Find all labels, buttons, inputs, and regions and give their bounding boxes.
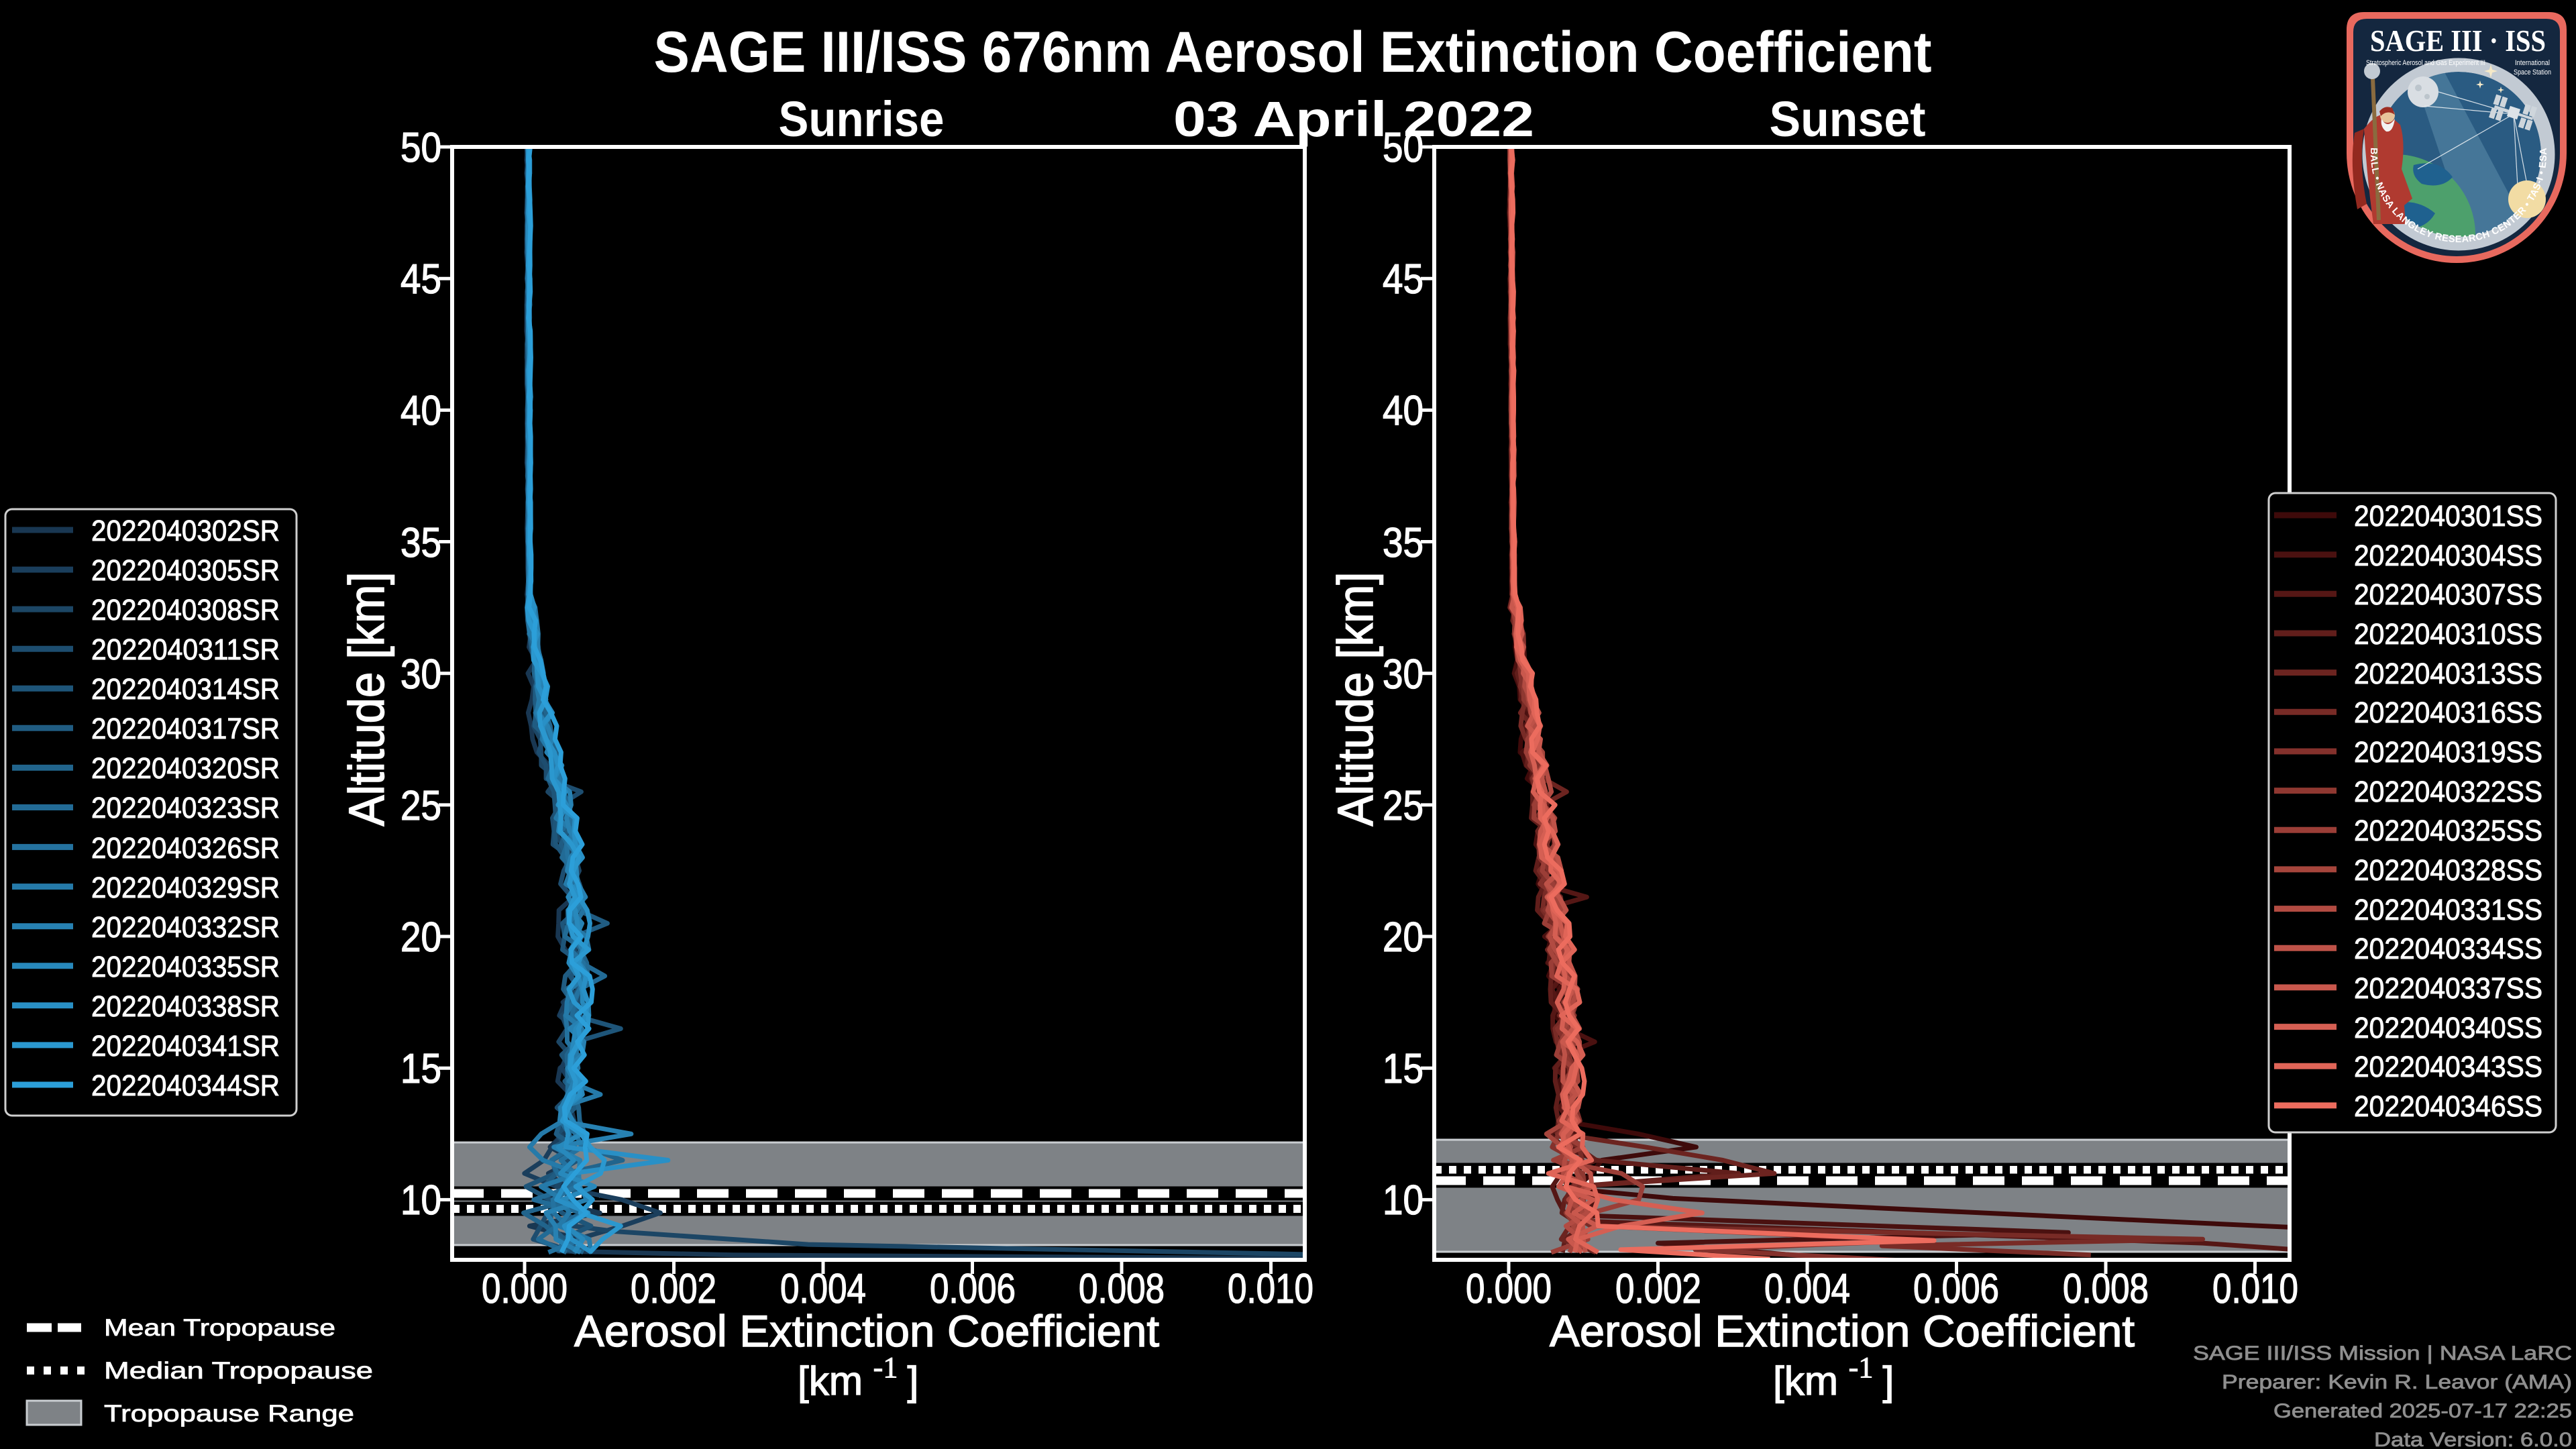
svg-text:2022040329SR: 2022040329SR (91, 871, 280, 904)
svg-text:2022040346SS: 2022040346SS (2354, 1090, 2542, 1123)
svg-text:SAGE III/ISS 676nm Aerosol Ext: SAGE III/ISS 676nm Aerosol Extinction Co… (654, 20, 1932, 85)
svg-text:2022040326SR: 2022040326SR (91, 832, 280, 865)
svg-text:15: 15 (1383, 1046, 1424, 1092)
svg-text:10: 10 (400, 1177, 441, 1224)
svg-text:2022040341SR: 2022040341SR (91, 1030, 280, 1063)
svg-text:Mean Tropopause: Mean Tropopause (104, 1315, 335, 1341)
svg-text:-1: -1 (873, 1351, 898, 1384)
svg-text:2022040340SS: 2022040340SS (2354, 1012, 2542, 1044)
svg-text:2022040343SS: 2022040343SS (2354, 1051, 2542, 1083)
svg-text:2022040314SR: 2022040314SR (91, 673, 280, 706)
svg-text:0.010: 0.010 (2212, 1266, 2298, 1312)
svg-text:2022040332SR: 2022040332SR (91, 911, 280, 944)
svg-text:0.010: 0.010 (1228, 1266, 1313, 1312)
svg-text:]: ] (908, 1358, 919, 1403)
svg-text:40: 40 (400, 388, 441, 434)
svg-text:Generated 2025-07-17 22:25: Generated 2025-07-17 22:25 (2273, 1400, 2572, 1422)
svg-text:20: 20 (1383, 914, 1424, 961)
svg-text:[km: [km (798, 1358, 863, 1403)
svg-text:0.006: 0.006 (930, 1266, 1016, 1312)
svg-text:Aerosol Extinction Coefficient: Aerosol Extinction Coefficient (1550, 1306, 2135, 1356)
svg-text:2022040322SS: 2022040322SS (2354, 775, 2542, 808)
svg-text:0.004: 0.004 (780, 1266, 866, 1312)
svg-text:0.002: 0.002 (1615, 1266, 1701, 1312)
svg-text:50: 50 (400, 125, 441, 171)
svg-text:Sunrise: Sunrise (779, 91, 945, 147)
svg-text:Aerosol Extinction Coefficient: Aerosol Extinction Coefficient (574, 1306, 1159, 1356)
svg-text:2022040338SR: 2022040338SR (91, 990, 280, 1023)
svg-text:[km: [km (1773, 1358, 1838, 1403)
svg-text:2022040337SS: 2022040337SS (2354, 972, 2542, 1005)
svg-text:45: 45 (1383, 256, 1424, 303)
svg-text:-1: -1 (1849, 1351, 1874, 1384)
svg-text:Preparer: Kevin R. Leavor (AMA: Preparer: Kevin R. Leavor (AMA) (2222, 1371, 2572, 1393)
svg-text:2022040331SS: 2022040331SS (2354, 894, 2542, 926)
svg-text:2022040334SS: 2022040334SS (2354, 932, 2542, 965)
svg-text:15: 15 (400, 1046, 441, 1092)
svg-text:2022040317SR: 2022040317SR (91, 712, 280, 745)
svg-text:2022040325SS: 2022040325SS (2354, 814, 2542, 847)
svg-text:SAGE III/ISS Mission | NASA La: SAGE III/ISS Mission | NASA LaRC (2193, 1342, 2572, 1364)
svg-text:Altitude [km]: Altitude [km] (339, 572, 394, 826)
svg-text:2022040344SR: 2022040344SR (91, 1069, 280, 1102)
svg-text:2022040308SR: 2022040308SR (91, 594, 280, 627)
svg-text:Median Tropopause: Median Tropopause (104, 1358, 373, 1384)
svg-text:2022040335SR: 2022040335SR (91, 951, 280, 983)
svg-text:10: 10 (1383, 1177, 1424, 1224)
svg-text:2022040323SR: 2022040323SR (91, 792, 280, 824)
svg-text:2022040307SS: 2022040307SS (2354, 578, 2542, 611)
svg-text:Stratospheric Aerosol and Gas: Stratospheric Aerosol and Gas Experiment… (2366, 59, 2485, 67)
svg-text:0.006: 0.006 (1913, 1266, 1999, 1312)
svg-text:30: 30 (1383, 651, 1424, 698)
svg-text:Altitude [km]: Altitude [km] (1328, 572, 1383, 826)
svg-text:2022040328SS: 2022040328SS (2354, 854, 2542, 887)
svg-text:2022040319SS: 2022040319SS (2354, 736, 2542, 769)
svg-text:Sunset: Sunset (1770, 91, 1926, 147)
svg-text:0.000: 0.000 (482, 1266, 568, 1312)
svg-text:30: 30 (400, 651, 441, 698)
svg-text:2022040320SR: 2022040320SR (91, 752, 280, 785)
svg-text:2022040310SS: 2022040310SS (2354, 618, 2542, 651)
svg-text:0.004: 0.004 (1764, 1266, 1850, 1312)
svg-text:2022040311SR: 2022040311SR (91, 633, 280, 666)
svg-text:45: 45 (400, 256, 441, 303)
svg-text:International: International (2515, 59, 2550, 67)
svg-text:2022040304SS: 2022040304SS (2354, 539, 2542, 572)
svg-text:40: 40 (1383, 388, 1424, 434)
svg-text:25: 25 (400, 783, 441, 829)
svg-text:Data Version: 6.0.0: Data Version: 6.0.0 (2374, 1429, 2572, 1449)
svg-text:2022040301SS: 2022040301SS (2354, 500, 2542, 533)
svg-text:0.008: 0.008 (1079, 1266, 1165, 1312)
svg-text:Space Station: Space Station (2514, 68, 2551, 76)
svg-text:0.000: 0.000 (1466, 1266, 1552, 1312)
svg-text:35: 35 (1383, 520, 1424, 566)
svg-text:20: 20 (400, 914, 441, 961)
svg-text:50: 50 (1383, 125, 1424, 171)
svg-text:2022040316SS: 2022040316SS (2354, 696, 2542, 729)
svg-text:2022040305SR: 2022040305SR (91, 554, 280, 587)
svg-text:25: 25 (1383, 783, 1424, 829)
svg-text:0.002: 0.002 (631, 1266, 716, 1312)
svg-text:SAGE III · ISS: SAGE III · ISS (2370, 23, 2546, 58)
svg-text:2022040302SR: 2022040302SR (91, 515, 280, 547)
svg-text:]: ] (1883, 1358, 1894, 1403)
svg-text:Tropopause Range: Tropopause Range (104, 1401, 354, 1427)
svg-text:03 April 2022: 03 April 2022 (1173, 91, 1534, 147)
svg-text:2022040313SS: 2022040313SS (2354, 657, 2542, 690)
svg-text:35: 35 (400, 520, 441, 566)
svg-text:0.008: 0.008 (2063, 1266, 2149, 1312)
